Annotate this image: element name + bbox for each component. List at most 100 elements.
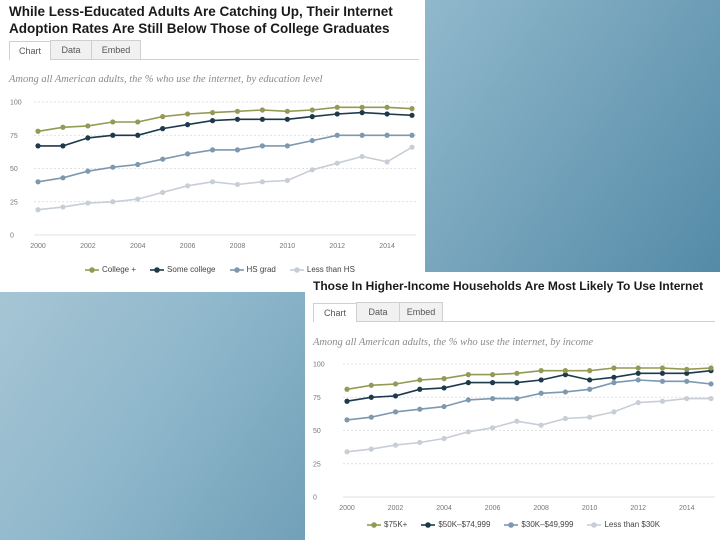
data-point[interactable] [635,399,641,406]
data-point[interactable] [309,114,315,120]
data-point[interactable] [587,386,593,392]
data-point[interactable] [611,365,617,371]
data-point[interactable] [85,123,91,129]
data-point[interactable] [611,380,617,386]
data-point[interactable] [490,380,496,386]
data-point[interactable] [368,394,374,400]
data-point[interactable] [659,370,666,376]
data-point[interactable] [514,380,520,386]
legend-item[interactable]: Less than $30K [587,520,660,529]
data-point[interactable] [209,118,216,124]
data-point[interactable] [85,200,91,206]
data-point[interactable] [611,374,617,380]
data-point[interactable] [490,395,496,402]
data-point[interactable] [234,147,241,153]
data-point[interactable] [514,370,520,376]
data-point[interactable] [538,377,544,383]
data-point[interactable] [334,160,340,166]
data-point[interactable] [185,183,191,189]
legend-item[interactable]: $50K–$74,999 [421,520,490,529]
data-point[interactable] [334,104,340,110]
tab-chart[interactable]: Chart [9,41,51,60]
data-point[interactable] [160,114,166,120]
data-point[interactable] [344,449,350,455]
data-point[interactable] [708,395,714,402]
data-point[interactable] [85,135,91,141]
data-point[interactable] [417,439,423,446]
data-point[interactable] [635,365,641,371]
data-point[interactable] [344,386,350,392]
data-point[interactable] [708,381,714,387]
data-point[interactable] [465,429,471,435]
data-point[interactable] [538,368,544,374]
data-point[interactable] [684,370,690,376]
data-point[interactable] [562,415,568,422]
data-point[interactable] [60,175,66,181]
data-point[interactable] [562,389,568,395]
data-point[interactable] [185,111,191,117]
data-point[interactable] [441,403,447,410]
tab-embed[interactable]: Embed [399,302,443,321]
legend-item[interactable]: College + [85,265,136,274]
data-point[interactable] [465,380,471,386]
tab-embed[interactable]: Embed [91,40,141,59]
data-point[interactable] [309,137,315,144]
data-point[interactable] [587,368,593,374]
legend-item[interactable]: Less than HS [289,265,355,274]
data-point[interactable] [309,107,315,113]
data-point[interactable] [259,143,265,149]
data-point[interactable] [562,368,568,374]
data-point[interactable] [684,378,690,384]
data-point[interactable] [441,385,447,391]
data-point[interactable] [284,143,290,149]
data-point[interactable] [160,189,166,196]
data-point[interactable] [409,132,415,138]
data-point[interactable] [635,377,641,383]
legend-item[interactable]: $75K+ [367,520,407,529]
data-point[interactable] [465,397,471,403]
data-point[interactable] [209,110,216,116]
data-point[interactable] [359,110,365,116]
legend-item[interactable]: HS grad [229,265,276,274]
legend-item[interactable]: Some college [150,265,216,274]
data-point[interactable] [234,108,241,114]
data-point[interactable] [538,422,544,428]
data-point[interactable] [392,442,399,448]
data-point[interactable] [110,119,116,125]
data-point[interactable] [35,179,41,185]
data-point[interactable] [344,417,350,423]
data-point[interactable] [259,107,265,113]
data-point[interactable] [135,132,141,138]
data-point[interactable] [135,119,141,125]
data-point[interactable] [344,398,350,404]
data-point[interactable] [684,395,690,402]
data-point[interactable] [359,104,365,110]
data-point[interactable] [234,181,241,188]
data-point[interactable] [60,124,66,130]
data-point[interactable] [514,395,520,402]
data-point[interactable] [409,106,415,112]
data-point[interactable] [334,132,340,138]
data-point[interactable] [587,414,593,420]
tab-data[interactable]: Data [50,40,92,59]
data-point[interactable] [309,167,315,173]
data-point[interactable] [409,144,415,150]
data-point[interactable] [441,376,447,382]
data-point[interactable] [441,435,447,442]
data-point[interactable] [417,377,423,383]
data-point[interactable] [417,406,423,412]
data-point[interactable] [110,132,116,138]
data-point[interactable] [368,382,374,388]
data-point[interactable] [417,386,423,392]
data-point[interactable] [135,161,141,168]
data-point[interactable] [538,390,544,396]
data-point[interactable] [659,398,666,404]
data-point[interactable] [368,414,374,420]
data-point[interactable] [209,179,216,185]
data-point[interactable] [160,126,166,132]
data-point[interactable] [392,381,399,387]
data-point[interactable] [384,159,390,165]
data-point[interactable] [659,378,666,384]
data-point[interactable] [185,151,191,157]
data-point[interactable] [209,147,216,153]
